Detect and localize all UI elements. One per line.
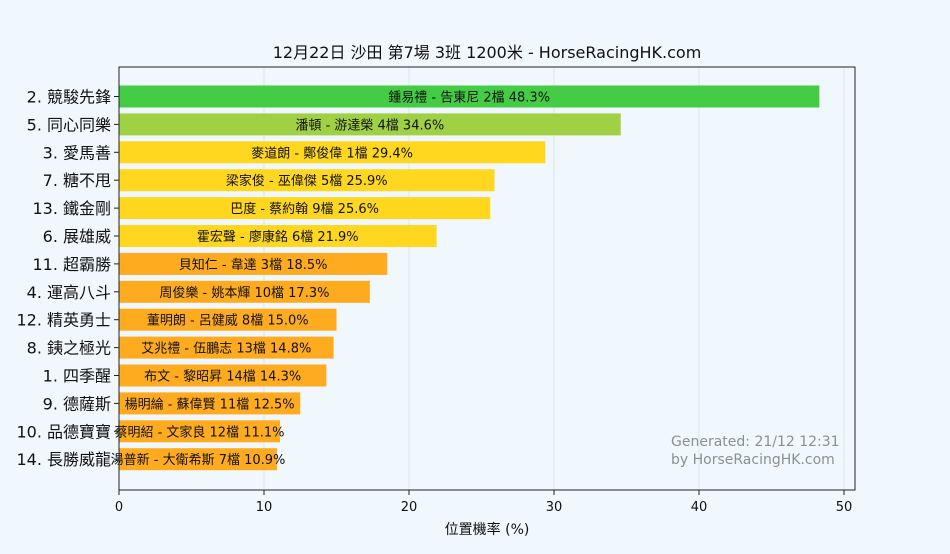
bar: [119, 364, 327, 387]
bar-label: 周俊樂 - 姚本輝 10檔 17.3%: [159, 285, 329, 301]
watermark-text: by HorseRacingHK.com: [671, 452, 835, 468]
bar-label: 貝知仁 - 韋達 3檔 18.5%: [179, 257, 328, 273]
bar: [119, 252, 388, 275]
bar-label: 布文 - 黎昭昇 14檔 14.3%: [144, 370, 301, 385]
y-category-label: 1. 四季醒: [43, 367, 111, 386]
bar-label: 潘頓 - 游達榮 4檔 34.6%: [295, 118, 444, 133]
bar: [119, 308, 337, 331]
bar: [119, 280, 370, 303]
chart-title: 12月22日 沙田 第7場 3班 1200米 - HorseRacingHK.c…: [273, 43, 702, 62]
y-category-label: 14. 長勝威龍: [16, 450, 111, 469]
bar: [119, 336, 334, 359]
y-category-label: 4. 運高八斗: [27, 283, 111, 302]
y-category-label: 7. 糖不甩: [43, 171, 111, 190]
bar: [119, 448, 278, 471]
bar-label: 楊明綸 - 蘇偉賢 11檔 12.5%: [125, 396, 295, 412]
bar-label: 艾兆禮 - 伍鵬志 13檔 14.8%: [141, 342, 311, 357]
bar-label: 湯普新 - 大衛希斯 7檔 10.9%: [111, 452, 286, 468]
x-tick-label: 20: [401, 500, 418, 515]
x-tick-label: 0: [115, 500, 123, 515]
y-category-label: 11. 超霸勝: [32, 255, 111, 274]
bar-label: 霍宏聲 - 廖康銘 6檔 21.9%: [197, 229, 359, 245]
y-category-label: 10. 品德寶寶: [16, 422, 111, 441]
bar-label: 董明朗 - 呂健威 8檔 15.0%: [147, 314, 309, 329]
x-tick-label: 40: [691, 500, 708, 515]
bar-label: 梁家俊 - 巫偉傑 5檔 25.9%: [226, 173, 388, 189]
bar: [119, 141, 546, 164]
y-category-label: 2. 競駿先鋒: [27, 88, 111, 107]
x-axis-label: 位置機率 (%): [445, 521, 530, 538]
watermark-text: Generated: 21/12 12:31: [671, 434, 840, 450]
bar-label: 鍾易禮 - 告東尼 2檔 48.3%: [388, 90, 550, 106]
x-tick-label: 30: [546, 500, 563, 515]
bar: [119, 113, 621, 136]
bar-label: 蔡明紹 - 文家良 12檔 11.1%: [114, 424, 284, 440]
bar: [119, 197, 491, 220]
y-category-label: 9. 德薩斯: [43, 394, 111, 413]
bar: [119, 85, 820, 108]
bar: [119, 169, 495, 192]
y-category-label: 3. 愛馬善: [43, 143, 111, 162]
y-category-label: 6. 展雄威: [43, 227, 111, 246]
y-category-label: 12. 精英勇士: [16, 311, 111, 330]
x-tick-label: 50: [836, 500, 853, 515]
y-category-label: 5. 同心同樂: [27, 115, 111, 134]
bar-label: 巴度 - 蔡約翰 9檔 25.6%: [230, 201, 379, 217]
bar: [119, 392, 301, 415]
bar-label: 麥道朗 - 鄭俊偉 1檔 29.4%: [251, 145, 413, 161]
x-tick-label: 10: [256, 500, 273, 515]
bar: [119, 420, 280, 443]
bar: [119, 225, 437, 247]
y-category-label: 8. 銕之極光: [27, 339, 111, 358]
y-category-label: 13. 鐵金剛: [32, 199, 111, 218]
plot-frame: [118, 66, 856, 491]
